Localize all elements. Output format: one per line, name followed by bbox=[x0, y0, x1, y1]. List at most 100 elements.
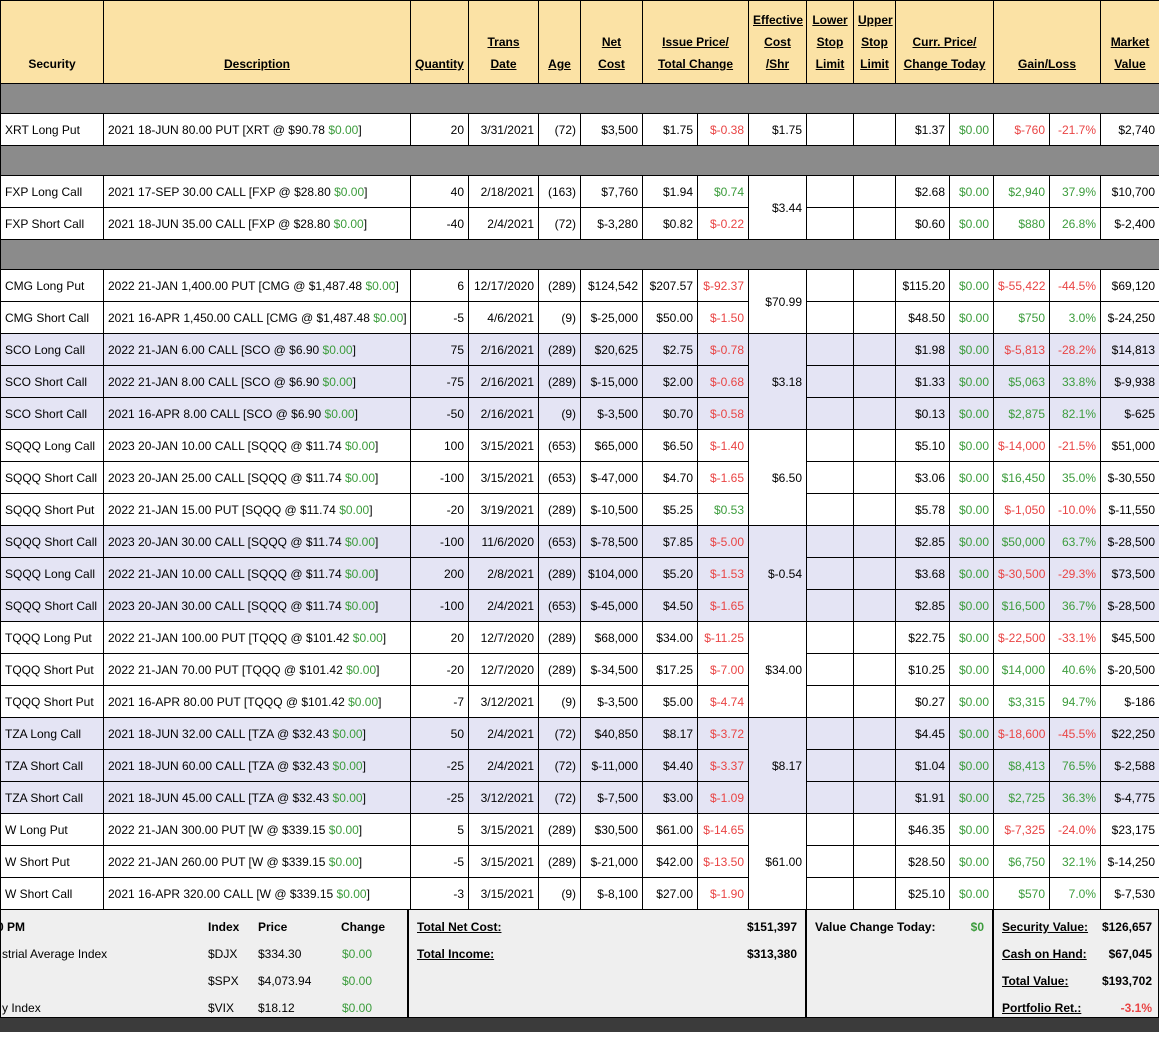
lower-stop-limit-cell bbox=[806, 429, 854, 462]
change-today-cell: $0.00 bbox=[948, 333, 995, 366]
position-row: TQQQ Long Put 2022 21-JAN 100.00 PUT [TQQ… bbox=[0, 621, 1159, 718]
description-cell: 2021 18-JUN 45.00 CALL [TZA @ $32.43 $0.… bbox=[103, 781, 411, 814]
index-col-header: Index bbox=[208, 920, 240, 934]
change-today-cell: $0.00 bbox=[948, 397, 995, 430]
net-cost-cell: $-78,500 bbox=[580, 525, 643, 558]
col-header-upper-stop-limit[interactable]: Upper Stop Limit bbox=[853, 0, 896, 84]
portfolio-return-label[interactable]: Portfolio Ret.: bbox=[1002, 1001, 1082, 1015]
trans-date-cell: 3/15/2021 bbox=[468, 845, 539, 878]
total-net-cost-label[interactable]: Total Net Cost: bbox=[417, 920, 502, 934]
security-cell: SQQQ Short Call bbox=[0, 525, 104, 558]
issue-price-cell: $1.94 bbox=[642, 175, 698, 208]
col-header-effective-cost-shr[interactable]: Effective Cost/Shr bbox=[748, 0, 807, 84]
age-cell: (72) bbox=[538, 717, 581, 750]
trans-date-cell: 3/12/2021 bbox=[468, 781, 539, 814]
upper-stop-limit-cell bbox=[853, 685, 896, 718]
curr-price-cell: $1.91 bbox=[895, 781, 950, 814]
total-change-cell: $-1.40 bbox=[697, 429, 749, 462]
curr-price-cell: $2.68 bbox=[895, 175, 950, 208]
upper-stop-limit-cell bbox=[853, 113, 896, 146]
description-cell: 2021 18-JUN 35.00 CALL [FXP @ $28.80 $0.… bbox=[103, 207, 411, 240]
gain-loss-pct-cell: 32.1% bbox=[1049, 845, 1102, 878]
net-cost-cell: $-34,500 bbox=[580, 653, 643, 686]
description-change: $0.00 bbox=[344, 438, 376, 453]
value-change-today-label: Value Change Today: bbox=[815, 920, 936, 934]
total-change-cell: $-1.53 bbox=[697, 557, 749, 590]
col-header-net-cost[interactable]: Net Cost bbox=[580, 0, 643, 84]
quantity-cell: -25 bbox=[410, 749, 469, 782]
change-today-cell: $0.00 bbox=[948, 207, 995, 240]
position-row: W Short Call 2021 16-APR 320.00 CALL [W @… bbox=[0, 877, 1159, 910]
description-cell: 2023 20-JAN 30.00 CALL [SQQQ @ $11.74 $0… bbox=[103, 525, 411, 558]
market-value-cell: $-14,250 bbox=[1100, 845, 1159, 878]
cash-on-hand-label[interactable]: Cash on Hand: bbox=[1002, 947, 1087, 961]
col-header-trans-date[interactable]: Trans Date bbox=[468, 0, 539, 84]
net-cost-cell: $-11,000 bbox=[580, 749, 643, 782]
market-value-cell: $-625 bbox=[1100, 397, 1159, 430]
description-change: $0.00 bbox=[344, 598, 376, 613]
gain-loss-cell: $2,875 bbox=[993, 397, 1051, 430]
description-cell: 2021 18-JUN 80.00 PUT [XRT @ $90.78 $0.0… bbox=[103, 113, 411, 146]
total-income-label[interactable]: Total Income: bbox=[417, 947, 495, 961]
trans-date-cell: 3/19/2021 bbox=[468, 493, 539, 526]
change-today-cell: $0.00 bbox=[948, 685, 995, 718]
col-header-curr-price-change-today[interactable]: Curr. Price/Change Today bbox=[894, 0, 995, 84]
quantity-cell: -25 bbox=[410, 781, 469, 814]
col-header-description[interactable]: Description bbox=[103, 0, 411, 84]
total-change-cell: $-13.50 bbox=[697, 845, 749, 878]
security-cell: TZA Short Call bbox=[0, 781, 104, 814]
quantity-cell: 50 bbox=[410, 717, 469, 750]
security-cell: W Short Call bbox=[0, 877, 104, 910]
portfolio-return-value: -3.1% bbox=[1120, 1001, 1152, 1015]
quantity-cell: 40 bbox=[410, 175, 469, 208]
col-header-gain-loss[interactable]: Gain/Loss bbox=[993, 0, 1102, 84]
change-today-cell: $0.00 bbox=[948, 717, 995, 750]
security-cell: FXP Short Call bbox=[0, 207, 104, 240]
description-cell: 2021 16-APR 80.00 PUT [TQQQ @ $101.42 $0… bbox=[103, 685, 411, 718]
change-today-cell: $0.00 bbox=[948, 269, 995, 302]
col-header-market-value[interactable]: Market Value bbox=[1100, 0, 1159, 84]
table-header: Security Description Quantity Trans Date Age N… bbox=[0, 0, 1159, 84]
col-header-quantity[interactable]: Quantity bbox=[410, 0, 469, 84]
curr-price-cell: $115.20 bbox=[895, 269, 950, 302]
market-value-cell: $-2,588 bbox=[1100, 749, 1159, 782]
net-cost-cell: $30,500 bbox=[580, 813, 643, 846]
col-header-lower-stop-limit[interactable]: Lower Stop Limit bbox=[806, 0, 854, 84]
total-value-label[interactable]: Total Value: bbox=[1002, 974, 1069, 988]
change-today-cell: $0.00 bbox=[948, 429, 995, 462]
description-change: $0.00 bbox=[373, 310, 404, 325]
index-price: $334.30 bbox=[258, 947, 302, 961]
trans-date-cell: 3/12/2021 bbox=[468, 685, 539, 718]
lower-stop-limit-cell bbox=[806, 175, 854, 208]
market-indices-panel: 0 PM Index Price Change strial Average I… bbox=[1, 910, 409, 1017]
position-row: SQQQ Long Call 2022 21-JAN 10.00 CALL [SQ… bbox=[0, 557, 1159, 590]
market-value-cell: $51,000 bbox=[1100, 429, 1159, 462]
col-header-age[interactable]: Age bbox=[538, 0, 581, 84]
col-header-issue-price-total-change[interactable]: Issue Price/Total Change bbox=[642, 0, 749, 84]
description-cell: 2022 21-JAN 15.00 PUT [SQQQ @ $11.74 $0.… bbox=[103, 493, 411, 526]
market-value-cell: $-24,250 bbox=[1100, 301, 1159, 334]
total-change-cell: $-1.09 bbox=[697, 781, 749, 814]
issue-price-cell: $4.40 bbox=[642, 749, 698, 782]
security-value-label[interactable]: Security Value: bbox=[1002, 920, 1089, 934]
upper-stop-limit-cell bbox=[853, 621, 896, 654]
age-cell: (72) bbox=[538, 207, 581, 240]
description-cell: 2022 21-JAN 1,400.00 PUT [CMG @ $1,487.4… bbox=[103, 269, 411, 302]
trans-date-cell: 2/16/2021 bbox=[468, 365, 539, 398]
upper-stop-limit-cell bbox=[853, 207, 896, 240]
market-value-cell: $14,813 bbox=[1100, 333, 1159, 366]
total-change-cell: $-1.90 bbox=[697, 877, 749, 910]
security-cell: CMG Long Put bbox=[0, 269, 104, 302]
gain-loss-cell: $3,315 bbox=[993, 685, 1051, 718]
change-today-cell: $0.00 bbox=[948, 301, 995, 334]
security-cell: SCO Short Call bbox=[0, 397, 104, 430]
lower-stop-limit-cell bbox=[806, 269, 854, 302]
lower-stop-limit-cell bbox=[806, 589, 854, 622]
net-cost-cell: $-7,500 bbox=[580, 781, 643, 814]
security-cell: TZA Long Call bbox=[0, 717, 104, 750]
index-symbol: $VIX bbox=[208, 1001, 235, 1015]
lower-stop-limit-cell bbox=[806, 493, 854, 526]
upper-stop-limit-cell bbox=[853, 717, 896, 750]
age-cell: (289) bbox=[538, 557, 581, 590]
net-cost-cell: $-45,000 bbox=[580, 589, 643, 622]
